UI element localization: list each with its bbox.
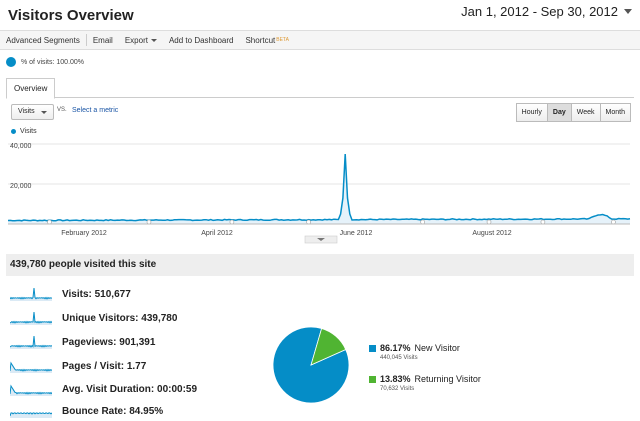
x-tick-label: August 2012 [472,230,511,237]
tab-bar: Overview [6,78,634,99]
email-label: Email [92,35,113,45]
metric-row[interactable]: Avg. Visit Duration: 00:00:59 [10,380,197,398]
vs-label: VS. [57,107,67,113]
pie-pct: 13.83% [380,374,411,384]
add-to-dashboard-button[interactable]: Add to Dashboard [163,31,240,49]
annotation-marker[interactable] [486,219,492,225]
legend-dot-icon [11,129,16,134]
pie-label: New Visitor [414,343,460,353]
annotation-marker[interactable] [611,219,616,225]
annotation-marker[interactable] [420,219,425,225]
shortcut-label: Shortcut [245,35,276,45]
metric-row[interactable]: Unique Visitors: 439,780 [10,309,177,327]
pie-visits: 440,045 Visits [380,355,418,361]
annotation-marker[interactable] [306,219,311,225]
x-tick-label: April 2012 [201,230,233,237]
chevron-down-icon [624,9,632,14]
pie-label: Returning Visitor [414,374,481,384]
granularity-hourly-button[interactable]: Hourly [515,103,548,122]
metric-label: Pageviews: 901,391 [62,336,156,348]
annotation-marker[interactable] [47,219,52,225]
granularity-toggle: Hourly Day Week Month [515,103,631,122]
email-button[interactable]: Email [87,31,119,49]
legend-swatch [369,375,376,383]
legend-swatch [369,344,376,352]
visits-area [8,154,630,224]
page-title: Visitors Overview [8,7,134,24]
granularity-month-button[interactable]: Month [599,103,631,122]
select-metric-link[interactable]: Select a metric [72,107,119,114]
pie-slice[interactable] [299,323,347,366]
annotation-marker[interactable] [540,219,546,225]
annotations-toggle[interactable] [304,235,338,244]
granularity-day-button[interactable]: Day [546,103,572,122]
beta-badge: BETA [276,37,289,43]
pie-pct: 86.17% [380,343,411,353]
pie-legend-item: 13.83% Returning Visitor 70,632 Visits [369,374,481,392]
export-label: Export [124,35,148,45]
sparkline [10,412,52,418]
date-range-picker[interactable]: Jan 1, 2012 - Sep 30, 2012 [461,4,632,19]
segment-indicator: % of visits: 100.00% [6,57,84,67]
segment-pie-icon [6,57,16,67]
sparkline [10,311,52,325]
advanced-segments-button[interactable]: Advanced Segments [0,31,86,49]
export-button[interactable]: Export [119,31,163,49]
chevron-down-icon [40,110,47,114]
metric-label: Unique Visitors: 439,780 [62,312,178,324]
sparkline [10,384,52,396]
metric-row[interactable]: Visits: 510,677 [10,285,131,303]
date-range-label: Jan 1, 2012 - Sep 30, 2012 [461,4,618,19]
y-tick-label: 40,000 [10,143,32,150]
y-tick-label: 20,000 [10,183,32,190]
visits-line [7,153,631,222]
metric-selector[interactable]: Visits [11,104,54,120]
annotation-marker[interactable] [229,219,235,225]
advanced-segments-label: Advanced Segments [6,35,80,45]
sparkline [10,361,52,373]
add-to-dashboard-label: Add to Dashboard [168,35,234,45]
metric-row[interactable]: Bounce Rate: 84.95% [10,402,163,420]
shortcut-button[interactable]: Shortcut BETA [239,31,295,49]
x-tick-label: June 2012 [340,230,373,237]
metric-row[interactable]: Pageviews: 901,391 [10,333,155,351]
summary-headline: 439,780 people visited this site [6,254,634,276]
legend-series-label: Visits [20,128,37,135]
chevron-down-icon [150,38,157,42]
granularity-week-button[interactable]: Week [570,103,601,122]
metric-label: Pages / Visit: 1.77 [62,360,147,372]
toolbar-divider [85,34,87,46]
metric-label: Bounce Rate: 84.95% [62,405,164,417]
segment-label: % of visits: 100.00% [21,58,85,66]
pie-visits: 70,632 Visits [380,386,415,392]
sparkline [10,287,52,301]
chevron-down-icon [317,238,325,241]
tab-overview[interactable]: Overview [6,78,56,99]
toolbar: Advanced Segments Email Export Add to Da… [0,30,640,50]
metric-selector-label: Visits [18,108,35,115]
visits-chart: 40,000 20,000 February 2012 April 2012 June … [7,143,631,244]
visitor-type-pie [272,323,350,404]
chart-legend: Visits [11,128,37,135]
annotation-marker[interactable] [146,219,152,225]
sparkline [10,335,52,349]
metric-label: Avg. Visit Duration: 00:00:59 [62,383,198,395]
x-tick-label: February 2012 [61,230,107,237]
pie-legend-item: 86.17% New Visitor 440,045 Visits [369,343,460,361]
metric-row[interactable]: Pages / Visit: 1.77 [10,357,146,375]
metric-label: Visits: 510,677 [62,288,131,300]
